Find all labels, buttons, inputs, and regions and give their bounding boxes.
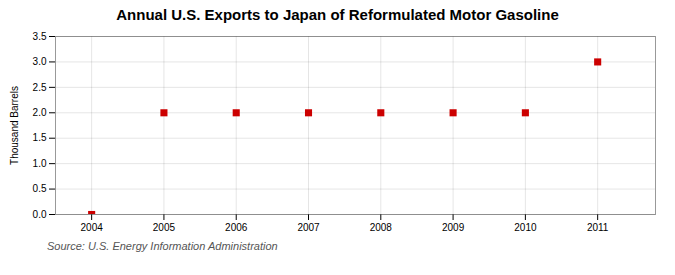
svg-text:2008: 2008: [370, 222, 393, 233]
svg-text:2009: 2009: [442, 222, 465, 233]
svg-text:2006: 2006: [225, 222, 248, 233]
html-text:Source: U.S. Energy Informatio: Source: U.S. Energy Information Administ…: [47, 240, 278, 252]
svg-text:3.0: 3.0: [33, 56, 47, 67]
svg-text:2004: 2004: [81, 222, 104, 233]
svg-text:2005: 2005: [153, 222, 176, 233]
svg-text:0.5: 0.5: [33, 183, 47, 194]
svg-text:0.0: 0.0: [33, 209, 47, 220]
svg-text:2010: 2010: [514, 222, 537, 233]
html-text:Annual U.S. Exports to Japan o: Annual U.S. Exports to Japan of Reformul…: [116, 6, 559, 23]
svg-text:1.5: 1.5: [33, 132, 47, 143]
svg-text:3.5: 3.5: [33, 31, 47, 42]
svg-text:2.0: 2.0: [33, 107, 47, 118]
svg-text:1.0: 1.0: [33, 158, 47, 169]
svg-text:Thousand Barrels: Thousand Barrels: [9, 86, 20, 165]
svg-text:2011: 2011: [587, 222, 609, 233]
svg-text:2.5: 2.5: [33, 82, 47, 93]
svg-text:2007: 2007: [297, 222, 320, 233]
